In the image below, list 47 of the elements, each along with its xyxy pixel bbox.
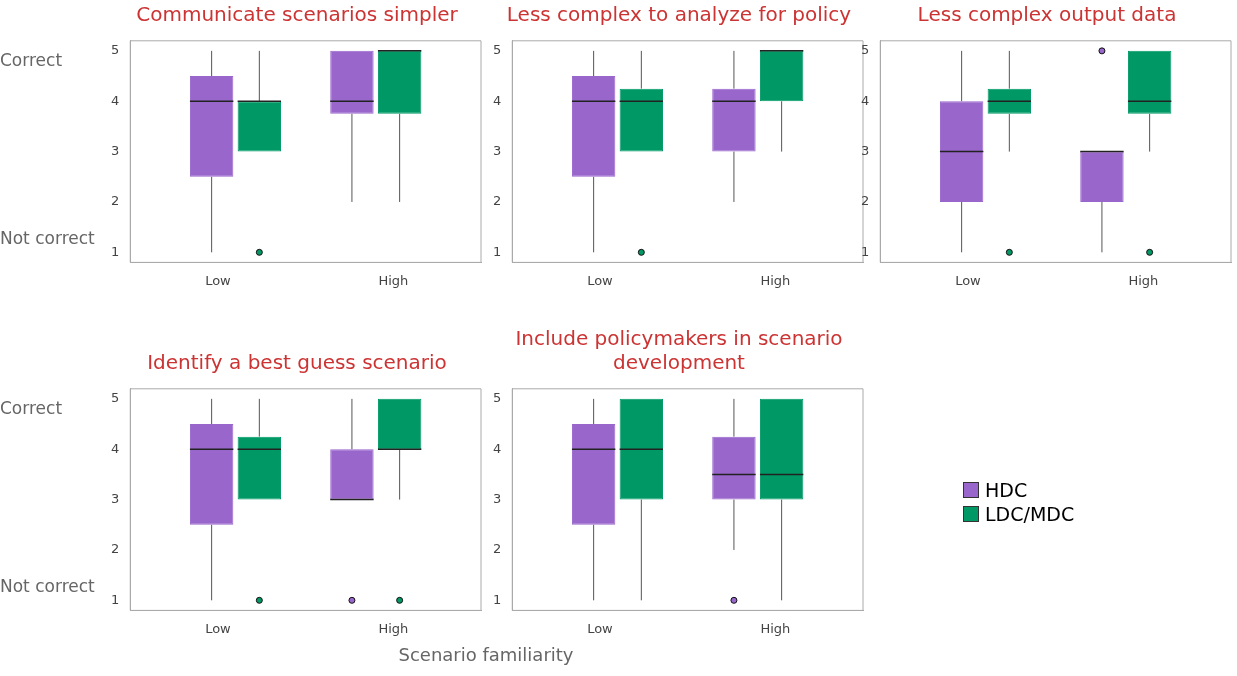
- text: Not correct: [0, 228, 95, 248]
- x-tick-label: Low: [587, 272, 614, 288]
- y-tick-label: 2: [492, 193, 502, 209]
- x-tick-label: High: [760, 272, 791, 288]
- y-tick-label: 4: [110, 440, 120, 456]
- text: Correct: [0, 50, 63, 70]
- x-tick-label: Low: [587, 620, 614, 636]
- chart-title: Identify a best guess scenario: [146, 349, 448, 374]
- y-tick-label: 5: [110, 390, 120, 406]
- y-tick-label: 1: [492, 591, 502, 607]
- y-tick-label: 3: [860, 142, 870, 158]
- legend-label: HDC: [985, 479, 1028, 501]
- y-tick-label: 5: [110, 42, 120, 58]
- y-tick-label: 2: [110, 541, 120, 557]
- y-tick-label: 4: [110, 92, 120, 108]
- y-tick-label: 2: [110, 193, 120, 209]
- y-tick-label: 3: [110, 490, 120, 506]
- chart-title: Less complex output data: [916, 1, 1178, 26]
- x-axis-title: Scenario familiarity: [397, 644, 575, 665]
- x-tick-label: Low: [205, 620, 232, 636]
- y-tick-label: 3: [492, 142, 502, 158]
- x-tick-label: High: [760, 620, 791, 636]
- x-tick-label: Low: [205, 272, 232, 288]
- chart-title: Less complex to analyze for policy: [505, 1, 853, 26]
- x-tick-label: Low: [955, 272, 982, 288]
- y-tick-label: 5: [492, 42, 502, 58]
- legend-label: LDC/MDC: [985, 503, 1075, 525]
- y-tick-label: 1: [492, 243, 502, 259]
- y-tick-label: 4: [492, 92, 502, 108]
- text: Not correct: [0, 576, 95, 596]
- y-tick-label: 5: [492, 390, 502, 406]
- text: Correct: [0, 398, 63, 418]
- y-tick-label: 2: [860, 193, 870, 209]
- chart-title: Include policymakers in scenario development: [514, 325, 844, 374]
- y-tick-label: 2: [492, 541, 502, 557]
- y-tick-label: 4: [860, 92, 870, 108]
- y-tick-label: 3: [492, 490, 502, 506]
- x-tick-label: High: [378, 272, 409, 288]
- y-tick-label: 1: [110, 591, 120, 607]
- y-tick-label: 4: [492, 440, 502, 456]
- x-tick-label: High: [1128, 272, 1159, 288]
- y-tick-label: 1: [110, 243, 120, 259]
- y-tick-label: 1: [860, 243, 870, 259]
- y-tick-label: 5: [860, 42, 870, 58]
- y-tick-label: 3: [110, 142, 120, 158]
- chart-title: Communicate scenarios simpler: [135, 1, 459, 26]
- x-tick-label: High: [378, 620, 409, 636]
